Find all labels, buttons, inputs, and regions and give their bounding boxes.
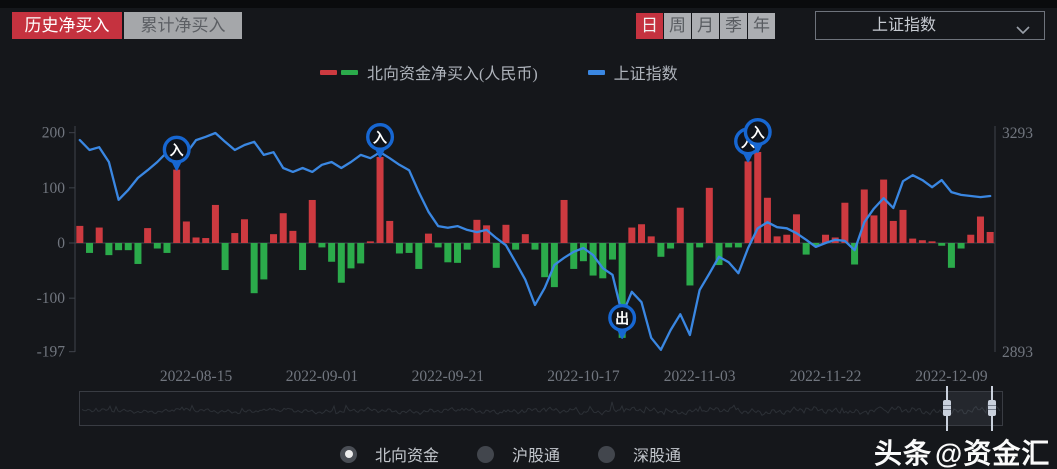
svg-text:入: 入 (170, 143, 184, 159)
svg-text:2893: 2893 (1002, 344, 1033, 361)
radio-shanghai-connect[interactable]: 沪股通 (477, 442, 560, 466)
svg-text:-197: -197 (37, 344, 66, 361)
svg-text:-100: -100 (37, 290, 66, 307)
watermark-bold: 头条 (874, 438, 933, 469)
svg-text:2022-12-09: 2022-12-09 (915, 368, 988, 385)
radio-shenzhen-connect[interactable]: 深股通 (598, 442, 681, 466)
navigator-sparkline (81, 401, 1001, 417)
legend-item-northbound[interactable]: 北向资金净买入(人民币) (320, 60, 538, 84)
top-strip (0, 0, 1057, 8)
radio-shanghai-connect-label: 沪股通 (512, 448, 561, 465)
handle-grip-icon (988, 400, 996, 416)
navigator-left-handle[interactable] (942, 386, 952, 431)
legend-item-index[interactable]: 上证指数 (587, 60, 678, 84)
navigator-right-handle[interactable] (987, 386, 997, 431)
svg-text:2022-11-22: 2022-11-22 (790, 368, 862, 385)
period-day-button[interactable]: 日 (636, 13, 663, 39)
watermark: 头条 @资金汇 (874, 432, 1050, 469)
svg-text:0: 0 (57, 235, 65, 252)
svg-text:入: 入 (373, 130, 387, 146)
radio-circle-icon (340, 445, 357, 463)
svg-text:入: 入 (751, 125, 765, 141)
period-month-button[interactable]: 月 (692, 13, 719, 39)
svg-text:2022-09-01: 2022-09-01 (286, 368, 358, 385)
svg-text:2022-09-21: 2022-09-21 (412, 368, 484, 385)
green-dash-icon (341, 69, 358, 75)
tab-cumulative-net-buy[interactable]: 累计净买入 (124, 12, 242, 39)
radio-circle-icon (477, 445, 495, 463)
radio-northbound-label: 北向资金 (375, 448, 440, 465)
radio-northbound[interactable]: 北向资金 (340, 442, 439, 466)
legend-bar-label: 北向资金净买入(人民币) (367, 66, 538, 83)
period-quarter-button[interactable]: 季 (720, 13, 747, 39)
watermark-rest: @资金汇 (935, 438, 1051, 469)
svg-text:200: 200 (42, 125, 66, 142)
svg-text:出: 出 (615, 310, 629, 327)
svg-text:3293: 3293 (1002, 125, 1033, 142)
svg-text:2022-08-15: 2022-08-15 (160, 368, 233, 385)
handle-grip-icon (943, 400, 951, 416)
radio-circle-icon (598, 445, 616, 463)
index-select-dropdown[interactable]: 上证指数 (815, 11, 1045, 40)
tab-history-net-buy[interactable]: 历史净买入 (12, 12, 122, 39)
svg-text:2022-11-03: 2022-11-03 (664, 368, 736, 385)
navigator-selected-window[interactable] (947, 392, 992, 425)
chevron-down-icon (1015, 18, 1031, 45)
datazoom-navigator[interactable] (79, 386, 1003, 431)
red-dash-icon (320, 69, 337, 75)
chart-legend: 北向资金净买入(人民币) 上证指数 (320, 60, 678, 84)
period-week-button[interactable]: 周 (664, 13, 691, 39)
blue-dash-icon (587, 69, 605, 75)
legend-line-label: 上证指数 (613, 66, 678, 83)
period-selector: 日 周 月 季 年 (636, 13, 775, 39)
period-year-button[interactable]: 年 (748, 13, 775, 39)
series-switcher: 北向资金 沪股通 深股通 (340, 442, 719, 466)
index-select-value: 上证指数 (872, 17, 937, 34)
radio-shenzhen-connect-label: 深股通 (633, 448, 682, 465)
svg-text:2022-10-17: 2022-10-17 (547, 368, 620, 385)
svg-text:100: 100 (42, 180, 66, 197)
